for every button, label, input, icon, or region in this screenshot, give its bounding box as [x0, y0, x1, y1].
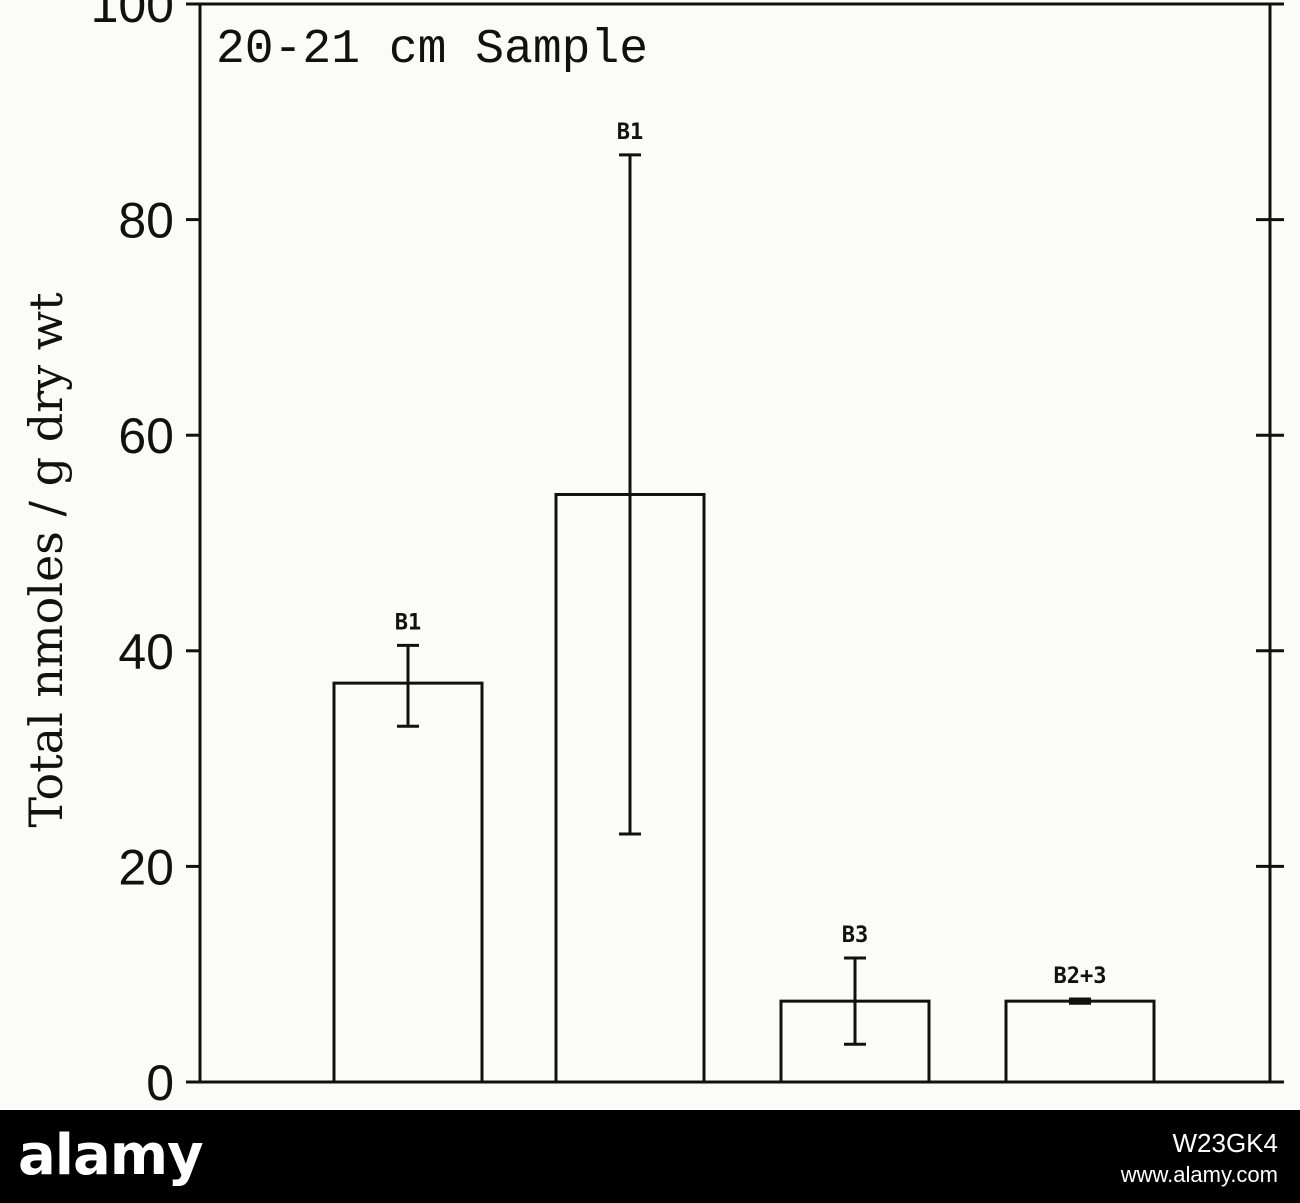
bar-label: B1	[395, 610, 422, 635]
bar	[1004, 999, 1156, 1084]
bars	[332, 492, 1156, 1084]
y-tick-label: 0	[146, 1055, 174, 1110]
right-axis-ticks	[1256, 2, 1284, 1084]
bar	[332, 681, 484, 1084]
chart-area: 0 20 40 60 80 100 B1 B1 B3 B2+3 20-21 cm Sample …	[19, 0, 1284, 1110]
bar-labels: B1 B1 B3 B2+3	[395, 120, 1107, 989]
watermark-banner: alamy W23GK4 www.alamy.com	[0, 1110, 1300, 1203]
y-tick-label: 20	[118, 839, 174, 895]
chart-title: 20-21 cm Sample	[216, 23, 648, 77]
alamy-logo: alamy	[18, 1123, 204, 1188]
y-tick-label: 80	[118, 193, 174, 249]
image-id: W23GK4	[1172, 1128, 1279, 1158]
plot-frame	[198, 2, 1272, 1084]
y-tick-label: 100	[91, 0, 174, 33]
site-url: www.alamy.com	[1120, 1162, 1278, 1187]
bar-label: B3	[842, 923, 869, 948]
y-tick-label: 60	[118, 408, 174, 464]
error-bars	[397, 153, 1091, 1046]
y-axis-label: Total nmoles / g dry wt	[19, 292, 73, 828]
y-tick-label: 40	[118, 624, 174, 680]
bar-label: B1	[617, 120, 644, 145]
left-axis-ticks: 0 20 40 60 80 100	[91, 0, 200, 1110]
bar-label: B2+3	[1054, 964, 1107, 989]
